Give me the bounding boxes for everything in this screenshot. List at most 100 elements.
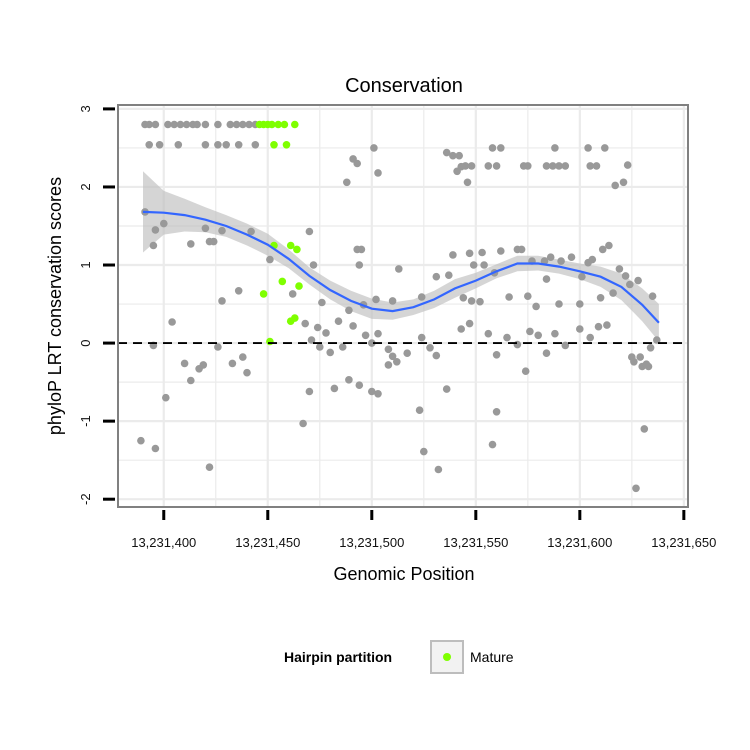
data-point — [151, 120, 160, 129]
data-point — [623, 161, 632, 169]
data-point — [586, 333, 594, 342]
data-point — [151, 444, 160, 453]
data-point — [164, 120, 172, 129]
data-point — [619, 178, 628, 187]
data-point — [640, 425, 649, 433]
confidence-band-area — [143, 171, 659, 342]
y-tick-label: 1 — [78, 261, 93, 268]
data-point — [361, 331, 370, 340]
data-point — [469, 261, 478, 269]
data-point — [218, 297, 226, 305]
data-point — [239, 353, 247, 361]
x-tick-label: 13,231,600 — [547, 535, 612, 550]
data-point — [517, 245, 526, 254]
data-point — [343, 178, 351, 187]
data-point — [201, 120, 210, 129]
data-point — [199, 361, 208, 369]
data-point — [567, 253, 576, 261]
data-point — [467, 297, 476, 305]
data-point — [417, 293, 426, 301]
data-point — [318, 298, 326, 307]
data-point — [626, 280, 634, 289]
axes: 13,231,400 13,231,450 13,231,500 13,231,550… — [78, 104, 716, 550]
data-point — [232, 120, 241, 129]
data-point — [576, 325, 584, 333]
data-point — [534, 331, 542, 340]
data-point — [305, 227, 314, 236]
data-point — [542, 349, 551, 358]
data-point — [488, 144, 497, 152]
x-tick-label: 13,231,400 — [131, 535, 196, 550]
data-point — [521, 367, 530, 376]
data-point — [395, 265, 403, 273]
data-point — [526, 327, 534, 336]
data-point — [484, 162, 493, 170]
panel-border — [117, 104, 689, 508]
data-point — [434, 465, 443, 474]
data-point — [168, 318, 176, 326]
data-point — [228, 359, 237, 368]
data-point — [611, 181, 619, 190]
data-point — [432, 351, 441, 360]
data-point — [305, 387, 314, 396]
data-point — [162, 393, 170, 402]
data-point — [180, 359, 189, 368]
data-point — [187, 376, 195, 385]
data-point — [357, 245, 366, 254]
data-point — [609, 289, 617, 297]
data-point — [239, 120, 247, 129]
data-point — [549, 162, 557, 170]
data-point — [546, 253, 555, 261]
data-point — [588, 255, 597, 264]
data-point — [326, 348, 335, 357]
data-point — [307, 336, 316, 344]
y-tick-label: 3 — [78, 105, 93, 112]
data-point — [214, 141, 222, 149]
data-point — [594, 322, 603, 331]
mature-point — [274, 120, 283, 129]
data-point — [330, 384, 339, 393]
data-point — [551, 329, 559, 338]
y-axis-title: phyloP LRT conservation scores — [45, 177, 65, 435]
data-point — [653, 336, 661, 344]
data-point — [187, 240, 195, 248]
data-point — [374, 169, 382, 177]
data-point — [372, 295, 380, 304]
data-point — [632, 484, 640, 493]
data-point — [155, 141, 164, 149]
data-point — [598, 245, 607, 254]
data-point — [403, 349, 412, 358]
data-point — [426, 344, 434, 352]
data-point — [540, 257, 549, 265]
data-point — [374, 329, 382, 338]
data-point — [465, 249, 474, 258]
data-point — [201, 141, 210, 149]
legend: Hairpin partition Mature — [284, 640, 514, 674]
data-point — [555, 162, 563, 170]
data-point — [214, 120, 222, 129]
data-point — [384, 361, 393, 369]
data-point — [299, 419, 307, 428]
data-point — [170, 120, 178, 129]
data-point — [205, 463, 214, 472]
data-point — [388, 297, 397, 305]
mature-point — [291, 120, 299, 129]
smooth-line — [142, 210, 660, 324]
data-point — [313, 323, 322, 332]
data-point — [442, 148, 451, 157]
data-point — [201, 224, 210, 233]
data-point — [592, 162, 601, 170]
data-point — [368, 339, 376, 347]
legend-label-mature: Mature — [470, 649, 514, 665]
data-point — [578, 272, 586, 281]
data-point — [492, 162, 501, 170]
data-point — [630, 358, 638, 366]
mature-point — [286, 241, 295, 250]
data-point — [355, 261, 364, 269]
mature-point — [280, 120, 289, 129]
data-point — [137, 436, 145, 445]
data-point — [374, 390, 382, 398]
data-point — [334, 317, 343, 326]
y-tick-label: -1 — [78, 415, 93, 427]
